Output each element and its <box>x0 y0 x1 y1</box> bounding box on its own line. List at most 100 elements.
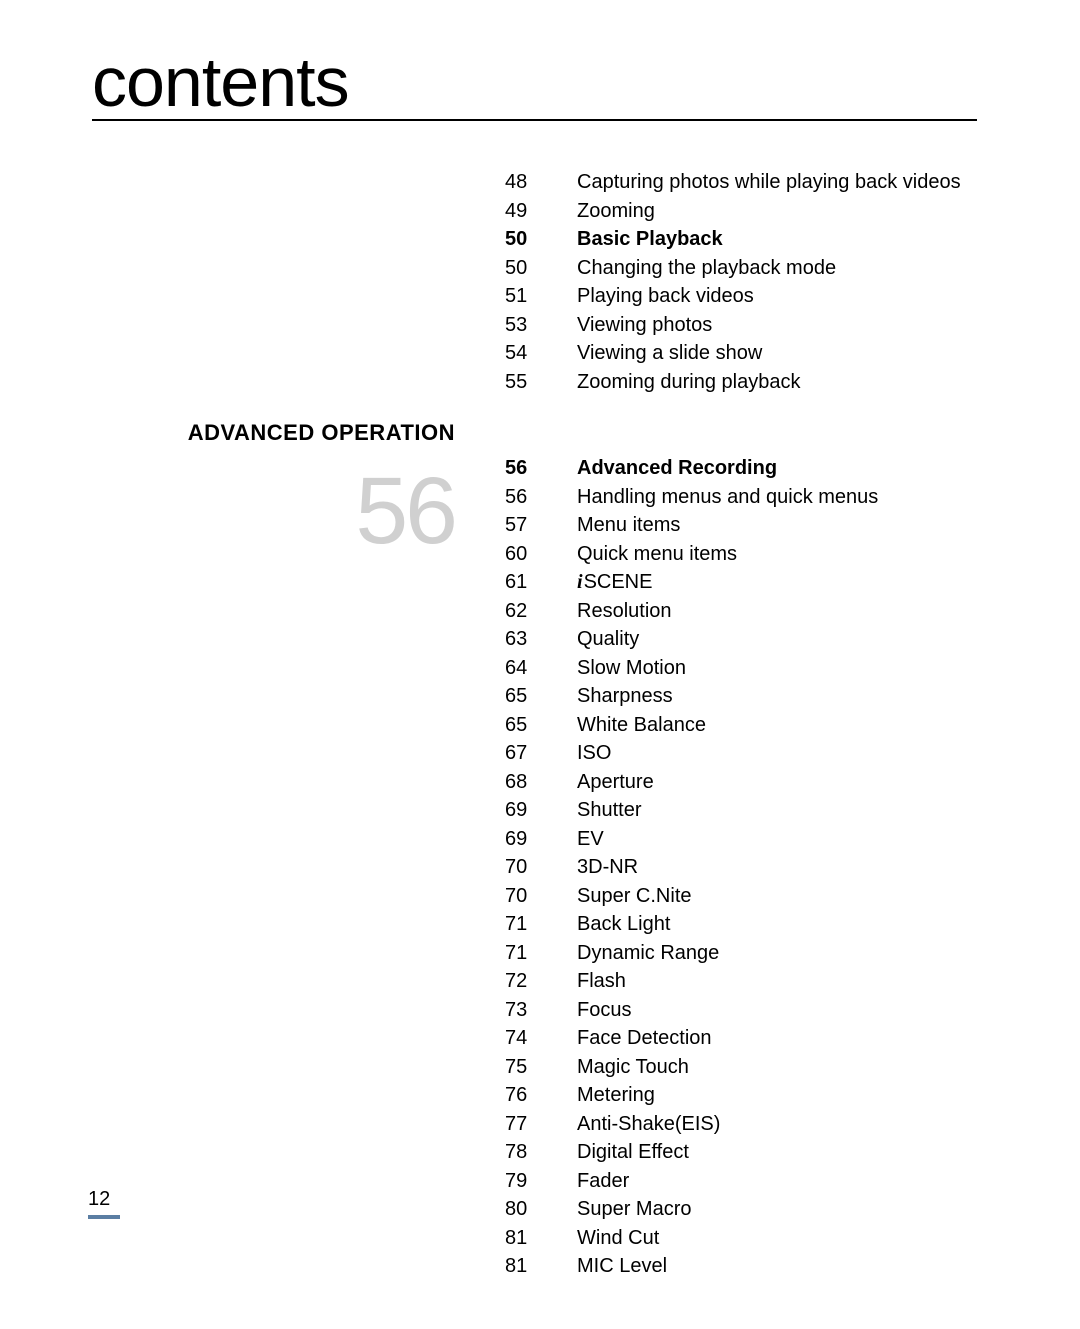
toc-row: 48Capturing photos while playing back vi… <box>505 168 980 197</box>
toc-row: 703D-NR <box>505 853 980 882</box>
toc-page-number: 71 <box>505 910 577 939</box>
toc-entry-text: 3D-NR <box>577 853 980 882</box>
toc-page-number: 81 <box>505 1252 577 1281</box>
toc-page-number: 57 <box>505 511 577 540</box>
toc-row: 71Dynamic Range <box>505 939 980 968</box>
toc-page-number: 69 <box>505 796 577 825</box>
toc-row: 53Viewing photos <box>505 311 980 340</box>
toc-entry-text: Digital Effect <box>577 1138 980 1167</box>
toc-page-number: 77 <box>505 1110 577 1139</box>
toc-row: 62Resolution <box>505 597 980 626</box>
toc-row: 77Anti-Shake(EIS) <box>505 1110 980 1139</box>
toc-entry-text: Zooming <box>577 197 980 226</box>
toc-page-number: 60 <box>505 540 577 569</box>
toc-entry-text: Fader <box>577 1167 980 1196</box>
toc-page-number: 51 <box>505 282 577 311</box>
toc-row: 64Slow Motion <box>505 654 980 683</box>
toc-gap <box>505 396 980 454</box>
toc-entry-text: Flash <box>577 967 980 996</box>
toc-entry-text: Shutter <box>577 796 980 825</box>
title-underline <box>92 119 977 121</box>
toc-row: 76Metering <box>505 1081 980 1110</box>
toc-page-number: 63 <box>505 625 577 654</box>
toc-row: 73Focus <box>505 996 980 1025</box>
toc-entry-text: Quick menu items <box>577 540 980 569</box>
toc-row: 69Shutter <box>505 796 980 825</box>
page: contents ADVANCED OPERATION 56 48Capturi… <box>0 0 1080 1329</box>
toc-row: 56Handling menus and quick menus <box>505 483 980 512</box>
toc-entry-text: White Balance <box>577 711 980 740</box>
toc-row: 54Viewing a slide show <box>505 339 980 368</box>
toc-entry-text: Face Detection <box>577 1024 980 1053</box>
toc-row: 49Zooming <box>505 197 980 226</box>
toc-entry-text: ISO <box>577 739 980 768</box>
toc-row: 80Super Macro <box>505 1195 980 1224</box>
toc-column: 48Capturing photos while playing back vi… <box>505 168 980 1281</box>
toc-entry-text: Dynamic Range <box>577 939 980 968</box>
toc-entry-text: Slow Motion <box>577 654 980 683</box>
toc-entry-text: Playing back videos <box>577 282 980 311</box>
toc-row: 57Menu items <box>505 511 980 540</box>
toc-page-number: 79 <box>505 1167 577 1196</box>
toc-entry-text: Super C.Nite <box>577 882 980 911</box>
toc-page-number: 56 <box>505 454 577 483</box>
toc-row: 78Digital Effect <box>505 1138 980 1167</box>
toc-page-number: 64 <box>505 654 577 683</box>
toc-row: 70Super C.Nite <box>505 882 980 911</box>
toc-entry-text: EV <box>577 825 980 854</box>
toc-entry-text: Wind Cut <box>577 1224 980 1253</box>
toc-entry-text: Resolution <box>577 597 980 626</box>
toc-row: 75Magic Touch <box>505 1053 980 1082</box>
toc-block-1: 48Capturing photos while playing back vi… <box>505 168 980 396</box>
toc-row: 55Zooming during playback <box>505 368 980 397</box>
toc-page-number: 81 <box>505 1224 577 1253</box>
toc-page-number: 62 <box>505 597 577 626</box>
toc-row: 74Face Detection <box>505 1024 980 1053</box>
toc-row: 81Wind Cut <box>505 1224 980 1253</box>
toc-page-number: 54 <box>505 339 577 368</box>
toc-entry-text: Metering <box>577 1081 980 1110</box>
toc-entry-text: Capturing photos while playing back vide… <box>577 168 980 197</box>
toc-row: 56Advanced Recording <box>505 454 980 483</box>
toc-page-number: 48 <box>505 168 577 197</box>
toc-row: 60Quick menu items <box>505 540 980 569</box>
toc-entry-text: Changing the playback mode <box>577 254 980 283</box>
toc-entry-text: Anti-Shake(EIS) <box>577 1110 980 1139</box>
toc-page-number: 61 <box>505 568 577 597</box>
page-number: 12 <box>88 1188 120 1211</box>
toc-row: 65Sharpness <box>505 682 980 711</box>
toc-entry-text: Super Macro <box>577 1195 980 1224</box>
toc-page-number: 68 <box>505 768 577 797</box>
toc-page-number: 55 <box>505 368 577 397</box>
section-number: 56 <box>155 464 455 559</box>
toc-entry-text: Menu items <box>577 511 980 540</box>
toc-entry-text: Focus <box>577 996 980 1025</box>
toc-entry-text: Basic Playback <box>577 225 980 254</box>
toc-entry-text: Quality <box>577 625 980 654</box>
section-label: ADVANCED OPERATION <box>155 420 455 446</box>
page-number-block: 12 <box>88 1188 120 1219</box>
toc-row: 79Fader <box>505 1167 980 1196</box>
toc-entry-text: Sharpness <box>577 682 980 711</box>
toc-entry-text: Back Light <box>577 910 980 939</box>
toc-entry-text: iSCENE <box>577 568 980 597</box>
toc-entry-text: Zooming during playback <box>577 368 980 397</box>
toc-entry-text: Advanced Recording <box>577 454 980 483</box>
toc-page-number: 74 <box>505 1024 577 1053</box>
toc-row: 71Back Light <box>505 910 980 939</box>
toc-page-number: 50 <box>505 254 577 283</box>
toc-page-number: 65 <box>505 711 577 740</box>
toc-page-number: 69 <box>505 825 577 854</box>
toc-page-number: 75 <box>505 1053 577 1082</box>
toc-row: 65White Balance <box>505 711 980 740</box>
toc-row: 68Aperture <box>505 768 980 797</box>
toc-page-number: 80 <box>505 1195 577 1224</box>
toc-page-number: 76 <box>505 1081 577 1110</box>
toc-entry-text: Viewing photos <box>577 311 980 340</box>
toc-block-2: 56Advanced Recording56Handling menus and… <box>505 454 980 1281</box>
iscene-icon: i <box>577 571 583 593</box>
toc-page-number: 72 <box>505 967 577 996</box>
toc-page-number: 49 <box>505 197 577 226</box>
page-title: contents <box>92 42 349 122</box>
toc-row: 69EV <box>505 825 980 854</box>
